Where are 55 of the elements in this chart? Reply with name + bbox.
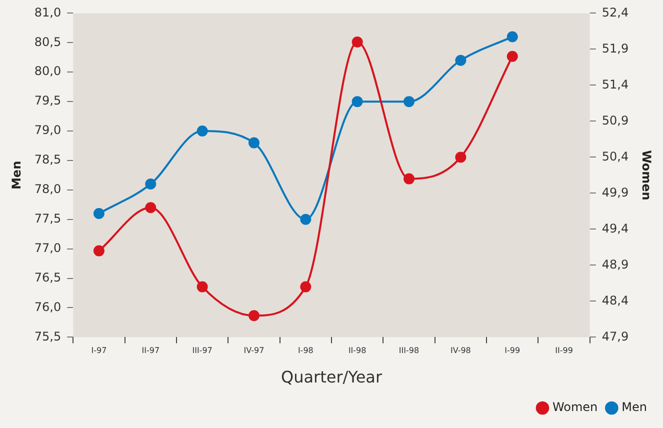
x-tick-label: II-98 bbox=[348, 346, 366, 356]
y-tick-label: 80,0 bbox=[34, 64, 62, 78]
y2-tick-label: 48,9 bbox=[602, 257, 629, 272]
x-tick-label: II-97 bbox=[142, 346, 160, 356]
point bbox=[506, 31, 518, 42]
y-axis-title: Men bbox=[9, 160, 24, 190]
y-tick-label: 79,0 bbox=[34, 123, 62, 138]
x-tick-label: I-99 bbox=[504, 346, 520, 356]
y2-tick-label: 51,9 bbox=[602, 41, 629, 56]
point bbox=[145, 178, 156, 190]
y2-tick-label: 47,9 bbox=[602, 329, 629, 344]
x-tick-label: IV-97 bbox=[244, 346, 264, 356]
point bbox=[248, 137, 260, 148]
x-tick-label: III-98 bbox=[398, 346, 420, 356]
x-tick-label: I-98 bbox=[298, 346, 314, 356]
point bbox=[196, 281, 208, 292]
y-tick-label: 80,5 bbox=[34, 34, 62, 49]
y-tick-label: 77,0 bbox=[34, 240, 62, 255]
y-tick-label: 78,0 bbox=[34, 182, 62, 196]
y-tick-label: 81,0 bbox=[34, 5, 62, 20]
y2-tick-label: 50,9 bbox=[602, 113, 629, 128]
y2-tick-label: 49,4 bbox=[602, 221, 629, 236]
point bbox=[455, 152, 466, 163]
y2-tick-label: 51,4 bbox=[602, 77, 629, 92]
y-tick-label: 75,5 bbox=[34, 329, 62, 344]
point bbox=[300, 214, 312, 225]
point bbox=[196, 126, 208, 137]
point bbox=[93, 208, 104, 219]
point bbox=[248, 310, 260, 322]
x-tick-label: III-97 bbox=[192, 346, 212, 356]
x-axis-title: Quarter/Year bbox=[280, 368, 382, 387]
x-tick-label: II-99 bbox=[555, 346, 573, 356]
point bbox=[93, 245, 104, 256]
x-tick-label: IV-98 bbox=[450, 346, 471, 356]
point bbox=[506, 50, 518, 62]
point bbox=[352, 96, 363, 108]
point bbox=[404, 96, 415, 108]
x-tick-label: I-97 bbox=[91, 346, 107, 356]
point bbox=[300, 281, 312, 292]
y2-axis-title: Women bbox=[640, 150, 654, 200]
point bbox=[352, 36, 363, 48]
point bbox=[455, 54, 466, 66]
y-tick-label: 79,5 bbox=[34, 94, 62, 108]
y2-tick-label: 49,9 bbox=[602, 185, 629, 200]
y2-tick-label: 52,4 bbox=[602, 5, 629, 20]
y-tick-label: 77,5 bbox=[34, 212, 62, 226]
point bbox=[145, 202, 156, 214]
y2-tick-label: 48,4 bbox=[602, 293, 629, 308]
y-tick-label: 76,0 bbox=[34, 300, 62, 314]
legend-label: Women bbox=[552, 400, 598, 414]
point bbox=[404, 173, 415, 184]
y2-tick-label: 50,4 bbox=[602, 149, 629, 164]
y-tick-label: 78,5 bbox=[34, 152, 62, 167]
legend-label: Men bbox=[622, 400, 647, 414]
y-tick-label: 76,5 bbox=[34, 270, 62, 284]
